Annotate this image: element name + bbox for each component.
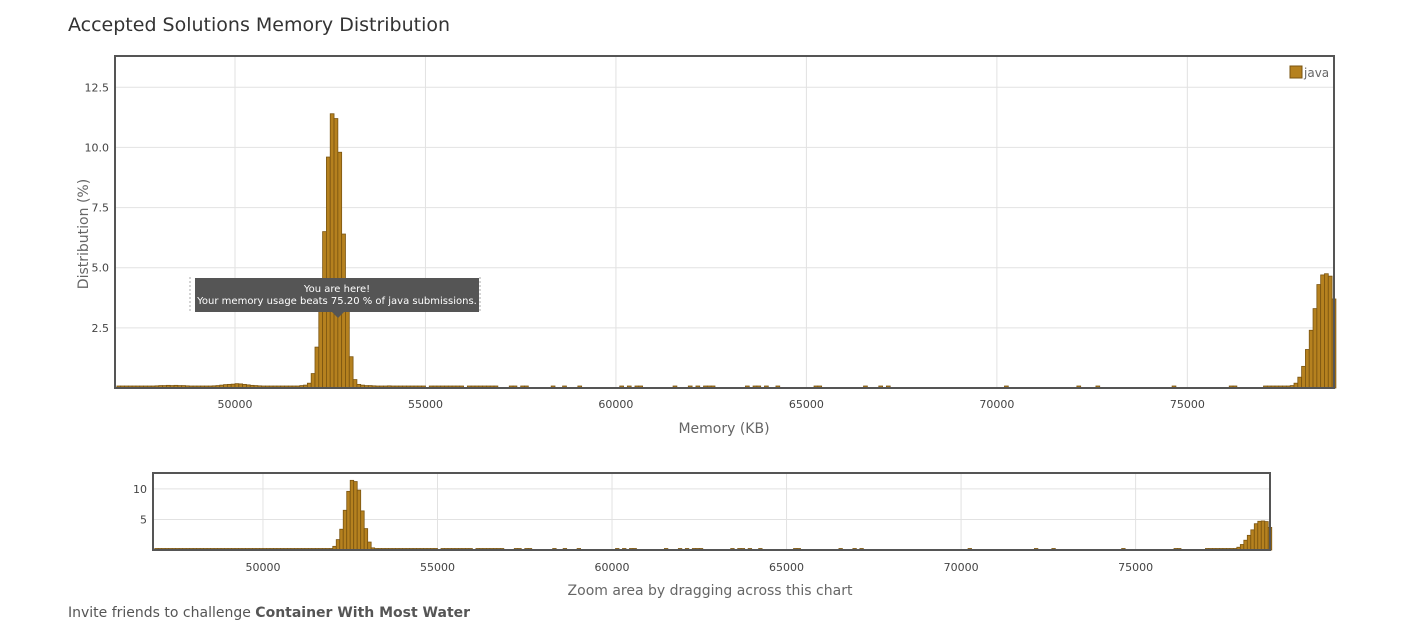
histogram-bar: [1301, 365, 1306, 389]
histogram-bar: [342, 509, 348, 551]
tooltip-box: [195, 278, 479, 312]
y-tick-label: 10.0: [85, 141, 110, 154]
x-tick-label: 75000: [1170, 398, 1205, 411]
zoom-chart[interactable]: 50000 55000 60000 65000 70000 75000 5 10 Zoom …: [133, 472, 1273, 599]
histogram-bar: [1316, 284, 1322, 389]
x-tick-label: 50000: [217, 398, 252, 411]
histogram-bar: [339, 528, 344, 551]
histogram-bar: [349, 479, 355, 551]
tooltip-line-2: Your memory usage beats 75.20 % of java …: [196, 296, 477, 307]
main-x-ticks: 50000 55000 60000 65000 70000 75000: [217, 398, 1204, 411]
histogram-bar: [348, 356, 354, 389]
histogram-bar: [360, 510, 365, 551]
zoom-plot-frame: [152, 472, 1271, 551]
histogram-bar: [1243, 539, 1248, 551]
histogram-bar: [314, 346, 320, 389]
histogram-bar: [335, 539, 341, 551]
x-tick-label: 75000: [1118, 561, 1153, 574]
x-tick-label: 65000: [789, 398, 824, 411]
histogram-bar: [1305, 349, 1310, 389]
histogram-bar: [329, 113, 335, 389]
histogram-bar: [1264, 521, 1269, 551]
x-tick-label: 60000: [598, 398, 633, 411]
x-tick-label: 70000: [979, 398, 1014, 411]
zoom-grid: [153, 473, 1270, 550]
y-tick-label: 5.0: [92, 262, 110, 275]
x-axis-title: Memory (KB): [678, 421, 769, 437]
histogram-bar: [1246, 534, 1252, 551]
problem-link[interactable]: Container With Most Water: [255, 605, 471, 621]
histogram-bar: [337, 151, 343, 389]
histogram-bar: [326, 156, 331, 389]
histogram-bar: [363, 528, 369, 551]
histogram-bar: [353, 481, 358, 551]
histogram-bar: [1312, 308, 1318, 389]
main-grid: [115, 56, 1334, 388]
main-chart[interactable]: 50000 55000 60000 65000 70000 75000 2.5 5.0 7.5…: [76, 55, 1337, 437]
tooltip-pointer: [332, 312, 344, 318]
histogram-bar: [1260, 520, 1266, 551]
histogram-bar: [1320, 274, 1325, 389]
histogram-bar: [1250, 529, 1255, 551]
legend[interactable]: java: [1289, 65, 1329, 80]
x-tick-label: 55000: [408, 398, 443, 411]
y-tick-label: 12.5: [85, 81, 110, 94]
histogram-bar: [352, 379, 358, 389]
histogram-bar: [318, 305, 324, 389]
histogram-bar: [1253, 523, 1259, 551]
tooltip-line-1: You are here!: [303, 284, 370, 295]
y-axis-title: Distribution (%): [76, 179, 92, 289]
main-plot-frame: [114, 55, 1335, 389]
histogram-bar: [333, 118, 339, 389]
x-tick-label: 55000: [420, 561, 455, 574]
histogram-bar: [1257, 520, 1262, 551]
invite-prefix: Invite friends to challenge: [68, 605, 256, 621]
histogram-bar: [310, 373, 316, 389]
zoom-y-ticks: 5 10: [133, 483, 147, 527]
x-tick-label: 65000: [769, 561, 804, 574]
charts-svg: 50000 55000 60000 65000 70000 75000 2.5 5.0 7.5…: [76, 55, 1337, 599]
y-tick-label: 5: [140, 513, 147, 526]
zoom-x-ticks: 50000 55000 60000 65000 70000 75000: [245, 561, 1153, 574]
tooltip-bracket: [189, 277, 481, 312]
you-are-here-tooltip: You are here! Your memory usage beats 75…: [189, 277, 481, 318]
legend-swatch: [1289, 65, 1303, 79]
main-y-ticks: 2.5 5.0 7.5 10.0 12.5: [85, 81, 110, 335]
zoom-hint: Zoom area by dragging across this chart: [568, 583, 853, 599]
x-tick-label: 70000: [944, 561, 979, 574]
invite-footer: Invite friends to challenge Container Wi…: [68, 605, 470, 621]
y-tick-label: 2.5: [92, 322, 110, 335]
histogram-bar: [367, 541, 372, 551]
histogram-bar: [1327, 275, 1333, 389]
y-tick-label: 7.5: [92, 202, 110, 215]
legend-label-java: java: [1303, 66, 1329, 80]
y-tick-label: 10: [133, 483, 147, 496]
histogram-bar: [1308, 329, 1314, 389]
zoom-plot-area[interactable]: [153, 473, 1270, 550]
histogram-bar: [1297, 376, 1303, 389]
histogram-bar: [346, 490, 351, 551]
chart-title: Accepted Solutions Memory Distribution: [68, 14, 451, 36]
histogram-bar: [356, 489, 362, 551]
x-tick-label: 50000: [245, 561, 280, 574]
histogram-bar: [345, 303, 350, 389]
x-tick-label: 60000: [595, 561, 630, 574]
main-plot-area: [115, 56, 1334, 388]
histogram-bar: [1324, 273, 1329, 389]
